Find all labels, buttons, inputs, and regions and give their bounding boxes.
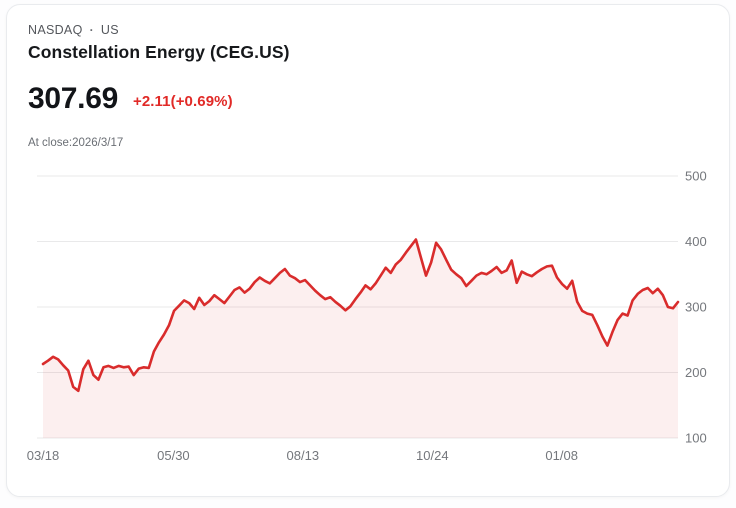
x-axis-label: 01/08 — [545, 448, 578, 463]
y-axis-label: 400 — [685, 234, 707, 249]
region-label: US — [100, 23, 119, 37]
x-axis-label: 10/24 — [416, 448, 449, 463]
close-date: At close:2026/3/17 — [28, 137, 124, 149]
price-change: +2.11(+0.69%) — [132, 92, 233, 110]
price-chart[interactable]: 100 200 300 400 500 03/18 05/30 08/13 10/24 01/08 — [7, 5, 731, 498]
price-value: 307.69 — [28, 82, 118, 115]
y-axis-label: 200 — [685, 365, 707, 380]
exchange-row: NASDAQ · US — [28, 23, 290, 37]
chart-line — [41, 238, 680, 393]
y-axis-label: 100 — [685, 431, 707, 446]
x-axis-label: 08/13 — [287, 448, 320, 463]
card-header: NASDAQ · US Constellation Energy (CEG.US… — [28, 23, 290, 63]
x-axis-label: 05/30 — [157, 448, 190, 463]
stock-title: Constellation Energy (CEG.US) — [28, 42, 290, 62]
exchange-label: NASDAQ — [28, 23, 83, 37]
x-axis-label: 03/18 — [27, 448, 60, 463]
separator-dot: · — [89, 23, 94, 37]
y-axis-label: 500 — [685, 169, 707, 184]
y-axis-label: 300 — [685, 300, 707, 315]
chart-area-fill — [43, 239, 678, 438]
price-row: 307.69 +2.11(+0.69%) — [28, 84, 233, 114]
stock-card: NASDAQ · US Constellation Energy (CEG.US… — [6, 4, 730, 497]
